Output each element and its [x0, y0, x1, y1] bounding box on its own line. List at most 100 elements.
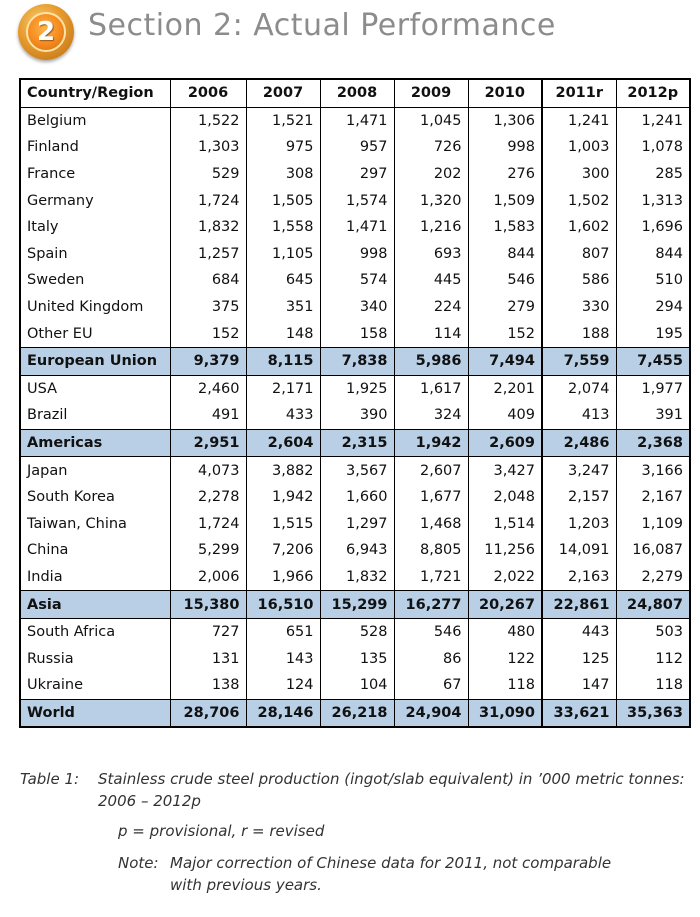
table-cell: 1,003 [541, 134, 617, 161]
table-cell: 2,074 [541, 375, 617, 403]
table-cell: 1,241 [615, 107, 691, 135]
section-header: 2 Section 2: Actual Performance [18, 4, 688, 62]
column-header-year: 2006 [169, 77, 247, 108]
table-cell: 1,257 [169, 240, 247, 268]
table-cell: 445 [393, 267, 469, 294]
table-cell: 158 [319, 320, 395, 348]
row-label: United Kingdom [19, 293, 171, 321]
row-label: Russia [19, 645, 171, 673]
table-row: Belgium 1,522 1,521 1,471 1,045 1,306 1,241 1,2… [19, 107, 691, 135]
row-label: Taiwan, China [19, 510, 171, 538]
row-label: World [19, 698, 171, 729]
table-cell: 1,677 [393, 483, 469, 511]
table-cell: 104 [319, 672, 395, 700]
table-row: Brazil 491 433 390 324 409 413 391 [19, 402, 691, 430]
table-cell: 998 [467, 134, 543, 161]
table-cell: 2,315 [319, 428, 395, 458]
table-cell: 15,299 [319, 590, 395, 619]
table-cell: 1,471 [319, 213, 395, 241]
table-row: South Korea 2,278 1,942 1,660 1,677 2,048 2,15… [19, 483, 691, 511]
table-cell: 480 [467, 618, 543, 646]
table-row: Ukraine 138 124 104 67 118 147 118 [19, 672, 691, 700]
table-cell: 300 [541, 160, 617, 188]
table-cell: 138 [169, 672, 247, 700]
table-row: Russia 131 143 135 86 122 125 112 [19, 645, 691, 673]
table-cell: 28,706 [169, 698, 247, 729]
table-cell: 114 [393, 320, 469, 348]
table-cell: 684 [169, 267, 247, 294]
table-cell: 33,621 [541, 698, 617, 729]
table-cell: 645 [245, 267, 321, 294]
table-cell: 8,115 [245, 346, 321, 376]
table-cell: 727 [169, 618, 247, 646]
table-cell: 1,502 [541, 187, 617, 214]
table-cell: 22,861 [541, 590, 617, 619]
table-cell: 998 [319, 240, 395, 268]
table-row: South Africa 727 651 528 546 480 443 503 [19, 618, 691, 646]
table-cell: 1,509 [467, 187, 543, 214]
table-row-aggregate: Asia 15,380 16,510 15,299 16,277 20,267 22,861… [19, 590, 691, 619]
table-cell: 546 [393, 618, 469, 646]
section-number-badge-icon: 2 [18, 4, 74, 60]
table-cell: 147 [541, 672, 617, 700]
table-cell: 7,455 [615, 346, 691, 376]
section-title: Section 2: Actual Performance [88, 8, 556, 43]
column-header-country: Country/Region [19, 77, 171, 108]
table-cell: 11,256 [467, 537, 543, 564]
table-cell: 112 [615, 645, 691, 673]
table-cell: 726 [393, 134, 469, 161]
table-cell: 2,607 [393, 456, 469, 484]
table-cell: 2,022 [467, 563, 543, 591]
table-cell: 4,073 [169, 456, 247, 484]
table-cell: 122 [467, 645, 543, 673]
table-cell: 1,109 [615, 510, 691, 538]
table-cell: 529 [169, 160, 247, 188]
table-cell: 148 [245, 320, 321, 348]
row-label: Japan [19, 456, 171, 484]
table-cell: 16,510 [245, 590, 321, 619]
table-cell: 16,277 [393, 590, 469, 619]
table-cell: 1,574 [319, 187, 395, 214]
table-cell: 2,278 [169, 483, 247, 511]
note-text: Major correction of Chinese data for 201… [170, 854, 612, 894]
caption-legend: p = provisional, r = revised [118, 822, 325, 840]
table-cell: 135 [319, 645, 395, 673]
table-cell: 1,966 [245, 563, 321, 591]
table-cell: 2,006 [169, 563, 247, 591]
table-cell: 1,832 [319, 563, 395, 591]
table-cell: 118 [615, 672, 691, 700]
table-cell: 20,267 [467, 590, 543, 619]
table-cell: 1,925 [319, 375, 395, 403]
table-cell: 574 [319, 267, 395, 294]
table-cell: 26,218 [319, 698, 395, 729]
table-cell: 297 [319, 160, 395, 188]
table-cell: 2,604 [245, 428, 321, 458]
table-cell: 131 [169, 645, 247, 673]
table-cell: 5,299 [169, 537, 247, 564]
table-cell: 1,514 [467, 510, 543, 538]
table-cell: 1,468 [393, 510, 469, 538]
section-number: 2 [36, 17, 56, 47]
table-cell: 510 [615, 267, 691, 294]
table-cell: 188 [541, 320, 617, 348]
production-table: Country/Region 2006 2007 2008 2009 2010 2011r 2… [19, 77, 691, 729]
table-cell: 844 [615, 240, 691, 268]
table-cell: 390 [319, 402, 395, 430]
row-label: India [19, 563, 171, 591]
row-label: USA [19, 375, 171, 403]
table-cell: 9,379 [169, 346, 247, 376]
table-cell: 2,951 [169, 428, 247, 458]
table-row: Taiwan, China 1,724 1,515 1,297 1,468 1,514 1,… [19, 510, 691, 538]
table-cell: 443 [541, 618, 617, 646]
table-cell: 294 [615, 293, 691, 321]
row-label: China [19, 537, 171, 564]
table-cell: 2,167 [615, 483, 691, 511]
table-cell: 503 [615, 618, 691, 646]
table-cell: 224 [393, 293, 469, 321]
table-cell: 1,583 [467, 213, 543, 241]
table-cell: 651 [245, 618, 321, 646]
table-cell: 152 [169, 320, 247, 348]
table-cell: 5,986 [393, 346, 469, 376]
table-cell: 14,091 [541, 537, 617, 564]
row-label: Finland [19, 134, 171, 161]
